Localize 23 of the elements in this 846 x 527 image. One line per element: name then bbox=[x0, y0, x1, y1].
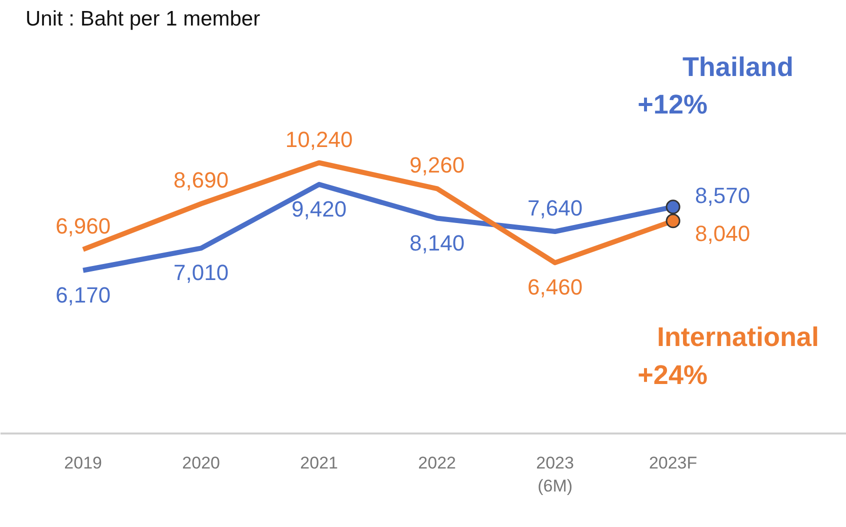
data-label: 9,260 bbox=[410, 152, 465, 178]
text: +24% bbox=[638, 360, 708, 390]
text: Thailand bbox=[682, 52, 794, 82]
text: International bbox=[656, 322, 819, 352]
data-label: 8,040 bbox=[695, 220, 750, 246]
data-label: 9,420 bbox=[292, 196, 347, 222]
x-tick-label: 2021 bbox=[300, 454, 338, 472]
x-tick-label: 2023F bbox=[648, 454, 698, 472]
data-label: 7,640 bbox=[528, 195, 583, 220]
data-label: 8,140 bbox=[410, 230, 465, 256]
data-label: 10,240 bbox=[285, 126, 353, 152]
data-label: 6,170 bbox=[56, 282, 111, 308]
chart-title: Unit : Baht per 1 member bbox=[26, 8, 260, 30]
data-label: 8,570 bbox=[695, 182, 750, 208]
data-label: 8,690 bbox=[174, 168, 229, 193]
x-tick-label: 2022 bbox=[418, 454, 456, 472]
data-label: 7,010 bbox=[174, 260, 229, 286]
x-tick-label: 2020 bbox=[182, 454, 220, 472]
x-tick-label: 2023 (6M) bbox=[536, 454, 574, 496]
text: +12% bbox=[638, 90, 708, 120]
data-label: 6,460 bbox=[528, 274, 583, 300]
data-label: 6,960 bbox=[56, 213, 111, 238]
x-tick-label: 2019 bbox=[64, 454, 102, 472]
